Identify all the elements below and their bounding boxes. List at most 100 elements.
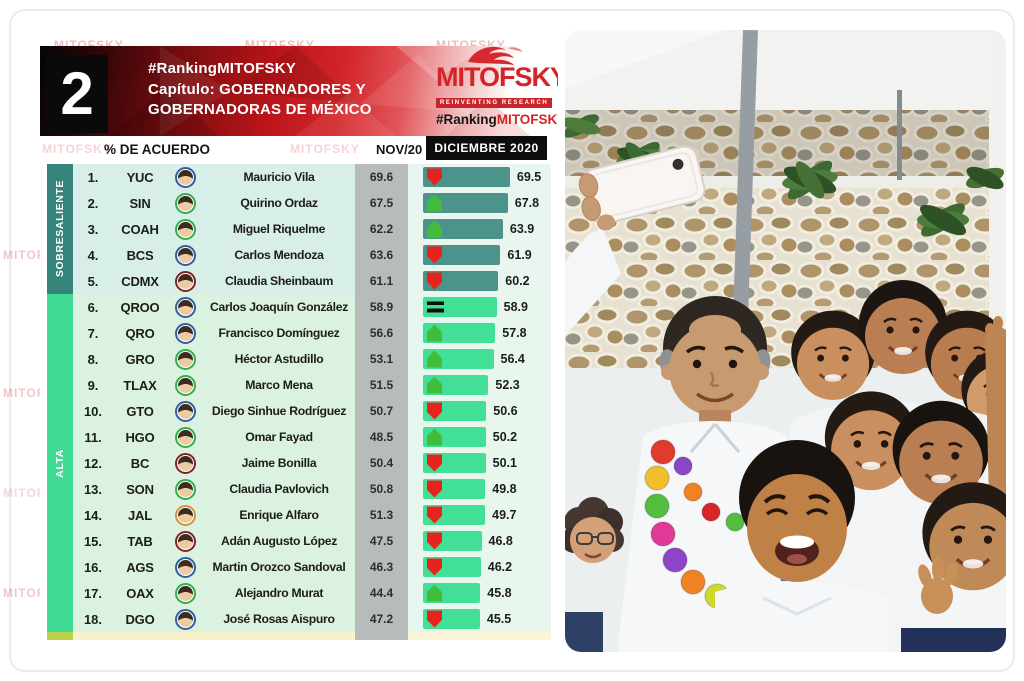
hashtag-prefix: #Ranking	[436, 112, 497, 127]
mitofsky-logo: MITOFSKY REINVENTING RESEARCH #RankingMI…	[436, 40, 558, 136]
table-row: 17. OAX Alejandro Murat 44.4 45.8	[47, 580, 551, 606]
december-value: 50.6	[493, 404, 518, 418]
nov20-value-cell: 46.3	[355, 554, 408, 580]
avatar-face	[177, 481, 193, 497]
table-row: 11. HGO Omar Fayad 48.5 50.2	[47, 424, 551, 450]
table-row: 15. TAB Adán Augusto López 47.5 46.8	[47, 528, 551, 554]
table-row: 8. GRO Héctor Astudillo 53.1 56.4	[47, 346, 551, 372]
chapter-number-badge: 2	[46, 55, 108, 133]
approval-bar	[423, 271, 499, 291]
december-value: 45.5	[486, 612, 512, 626]
metric-column-header: % DE ACUERDO	[104, 142, 211, 157]
avatar-face	[177, 533, 193, 549]
trend-arrow-icon	[427, 402, 442, 420]
state-code-cell: TAB	[127, 533, 153, 549]
trend-arrow-icon	[427, 480, 442, 498]
governor-avatar	[167, 374, 203, 396]
approval-bar-cell: 52.3	[408, 372, 551, 398]
december-value: 50.2	[492, 430, 518, 444]
nov20-value-cell: 51.3	[355, 502, 408, 528]
avatar-ring	[174, 530, 196, 552]
trend-arrow-icon	[427, 168, 442, 186]
avatar-ring	[174, 322, 196, 344]
approval-bar-cell: 45.8	[408, 580, 551, 606]
december-value: 49.7	[492, 508, 517, 522]
avatar-ring	[174, 478, 196, 500]
approval-bar-cell: 49.7	[408, 502, 551, 528]
state-code-cell: DGO	[125, 611, 155, 627]
state-code-cell: YUC	[126, 169, 154, 185]
state-code-cell: GTO	[126, 403, 154, 419]
trend-arrow-icon	[427, 532, 442, 550]
governor-name-cell: Carlos Mendoza	[234, 248, 324, 262]
approval-bar-cell: 50.1	[408, 450, 551, 476]
approval-bar	[423, 583, 481, 603]
avatar-face	[177, 611, 193, 627]
december-value: 60.2	[505, 274, 530, 288]
approval-bar	[423, 193, 508, 213]
avatar-ring	[174, 270, 196, 292]
approval-bar-cell: 69.5	[408, 164, 551, 190]
december-value: 50.1	[492, 456, 517, 470]
tier-label: ALTA	[54, 448, 66, 478]
december-value: 49.8	[492, 482, 517, 496]
avatar-ring	[174, 452, 196, 474]
approval-bar-cell: 49.8	[408, 476, 551, 502]
approval-bar-cell: 61.9	[408, 242, 551, 268]
nov20-value-cell: 50.4	[355, 450, 408, 476]
trend-arrow-icon	[427, 324, 442, 342]
trend-arrow-icon	[427, 506, 442, 524]
governor-avatar	[167, 166, 203, 188]
approval-bar-cell: 63.9	[408, 216, 551, 242]
nov20-value-cell: 47.5	[355, 528, 408, 554]
governor-avatar	[167, 270, 203, 292]
clipped-next-row	[47, 632, 551, 640]
glasses-icon	[576, 532, 593, 545]
banner-title: #RankingMITOFSKY Capítulo: GOBERNADORES …	[148, 59, 372, 121]
rank-cell: 7.	[87, 325, 99, 341]
governor-avatar	[167, 582, 203, 604]
avatar-face	[177, 455, 193, 471]
approval-bar	[423, 531, 482, 551]
governor-avatar	[167, 530, 203, 552]
camera-lens-icon	[672, 158, 684, 170]
approval-bar	[423, 427, 486, 447]
governor-avatar	[167, 556, 203, 578]
hashtag-brand: MITOFSKY	[496, 112, 558, 127]
rank-cell: 10.	[83, 403, 103, 419]
rank-cell: 3.	[87, 221, 99, 237]
table-row: 9. TLAX Marco Mena 51.5 52.3	[47, 372, 551, 398]
rank-cell: 8.	[87, 351, 99, 367]
december-value: 61.9	[507, 248, 532, 262]
rank-cell: 12.	[83, 455, 103, 471]
avatar-ring	[174, 400, 196, 422]
governor-name-cell: Enrique Alfaro	[239, 508, 319, 522]
avatar-ring	[174, 608, 196, 630]
table-row: 7. QRO Francisco Domínguez 56.6 57.8	[47, 320, 551, 346]
governor-avatar	[167, 452, 203, 474]
governor-name-cell: Francisco Domínguez	[218, 326, 340, 340]
avatar-ring	[174, 296, 196, 318]
state-code-cell: SIN	[129, 195, 151, 211]
trend-arrow-icon	[427, 376, 442, 394]
december-column-header: DICIEMBRE 2020	[426, 136, 547, 160]
nov20-value-cell: 47.2	[355, 606, 408, 632]
rank-cell: 13.	[83, 481, 103, 497]
approval-bar-cell: 50.2	[408, 424, 551, 450]
approval-bar-cell: 50.6	[408, 398, 551, 424]
avatar-face	[177, 507, 193, 523]
governor-avatar	[167, 244, 203, 266]
nov20-value-cell: 50.7	[355, 398, 408, 424]
approval-bar	[423, 505, 486, 525]
governor-name-cell: Claudia Pavlovich	[229, 482, 329, 496]
trend-arrow-icon	[427, 220, 442, 238]
table-row: 5. CDMX Claudia Sheinbaum 61.1 60.2	[47, 268, 551, 294]
governor-name-cell: Carlos Joaquín González	[209, 300, 349, 314]
tier-label: SOBRESALIENTE	[54, 180, 66, 278]
state-code-cell: BC	[130, 455, 150, 471]
approval-bar-cell: 46.2	[408, 554, 551, 580]
governor-name-cell: Alejandro Murat	[234, 586, 324, 600]
table-row: 12. BC Jaime Bonilla 50.4 50.1	[47, 450, 551, 476]
avatar-face	[177, 325, 193, 341]
banner-line-3: GOBERNADORAS DE MÉXICO	[148, 101, 372, 119]
